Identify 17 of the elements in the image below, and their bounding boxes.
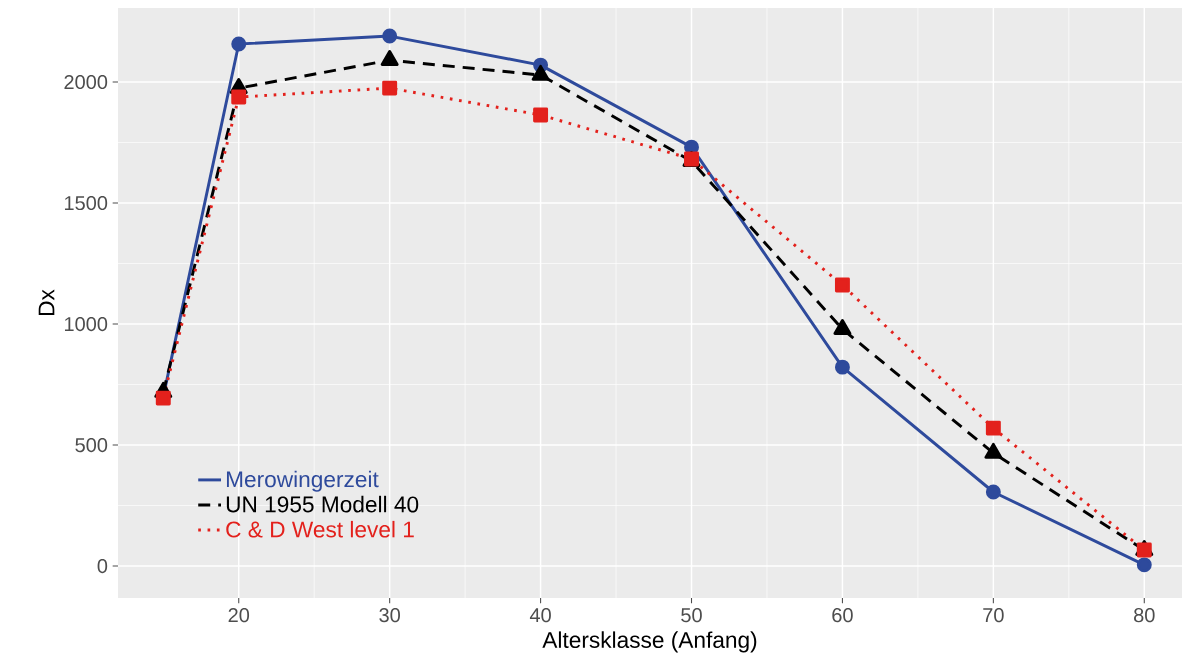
x-axis-title: Altersklasse (Anfang)	[542, 631, 757, 653]
y-tick-label: 0	[97, 558, 108, 574]
y-tick-label: 2000	[64, 74, 108, 90]
legend-label: UN 1955 Modell 40	[226, 495, 419, 513]
x-tick-label: 50	[681, 608, 702, 623]
x-tick-label: 20	[228, 608, 250, 623]
x-tick-label: 60	[832, 608, 853, 623]
x-tick-label: 40	[529, 608, 551, 623]
y-axis-title: Dx	[38, 289, 55, 315]
y-tick-label: 500	[75, 437, 108, 453]
y-tick-label: 1500	[64, 195, 108, 211]
x-tick-label: 30	[379, 608, 400, 623]
y-tick-label: 1000	[64, 316, 108, 332]
legend-label: Merowingerzeit	[226, 470, 379, 492]
x-tick-label: 80	[1134, 608, 1155, 623]
legend-label: C & D West level 1	[226, 520, 414, 538]
x-tick-label: 70	[983, 608, 1004, 623]
